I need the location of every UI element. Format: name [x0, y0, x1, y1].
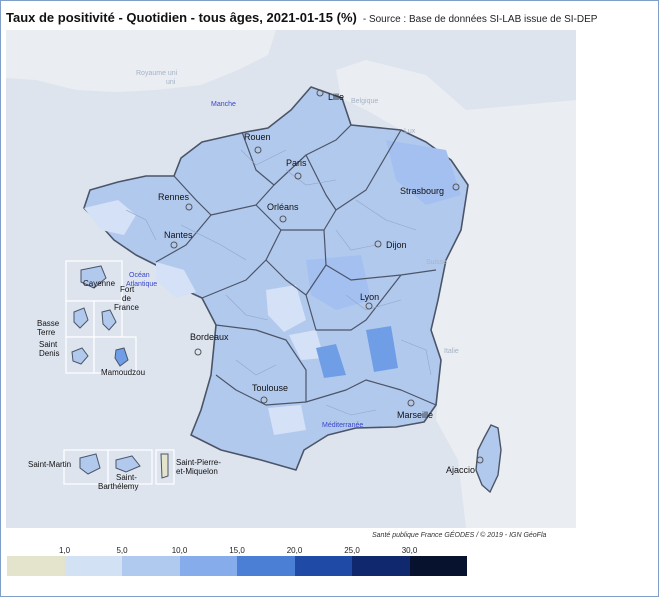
label-fdf-2: de: [122, 294, 131, 303]
marker-paris[interactable]: [294, 172, 302, 180]
legend-swatch: [237, 556, 295, 576]
label-dijon: Dijon: [386, 240, 407, 250]
label-fdf-3: France: [114, 303, 139, 312]
shape-spm[interactable]: [160, 453, 169, 479]
legend-swatch: [409, 556, 467, 576]
label-strasbourg: Strasbourg: [400, 186, 444, 196]
legend-threshold-label: 5,0: [116, 546, 128, 555]
marker-lyon[interactable]: [365, 302, 373, 310]
map-header: Taux de positivité - Quotidien - tous âg…: [6, 9, 597, 27]
legend-bar: [7, 556, 467, 576]
label-toulouse: Toulouse: [252, 383, 288, 393]
label-nantes: Nantes: [164, 230, 193, 240]
shape-mayotte[interactable]: [114, 347, 129, 367]
dept-nievre[interactable]: [306, 255, 371, 310]
legend-labels: 1,0 5,0 10,0 15,0 20,0 25,0 30,0: [0, 546, 661, 558]
label-suisse: Suisse: [426, 259, 447, 266]
label-italie: Italie: [444, 348, 459, 355]
dept-vendee[interactable]: [156, 262, 196, 298]
label-rennes: Rennes: [158, 192, 190, 202]
label-paris: Paris: [286, 158, 307, 168]
label-sd-1: Saint: [39, 340, 58, 349]
label-marseille: Marseille: [397, 410, 433, 420]
marker-ajaccio[interactable]: [476, 456, 484, 464]
marker-marseille[interactable]: [407, 399, 415, 407]
dept-aude[interactable]: [268, 405, 306, 435]
legend-swatch: [294, 556, 352, 576]
legend-threshold-label: 1,0: [58, 546, 71, 555]
dept-finistere[interactable]: [84, 200, 136, 235]
label-mamoudzou: Mamoudzou: [101, 368, 145, 377]
dept-creuse[interactable]: [266, 285, 306, 332]
label-fdf-1: Fort: [120, 285, 135, 294]
marker-toulouse[interactable]: [260, 396, 268, 404]
label-manche: Manche: [211, 101, 236, 108]
map-title: Taux de positivité - Quotidien - tous âg…: [6, 10, 357, 25]
label-ocean-2: Atlantique: [126, 281, 157, 288]
label-lyon: Lyon: [360, 292, 379, 302]
marker-orleans[interactable]: [279, 215, 287, 223]
label-spm-1: Saint-Pierre-: [176, 458, 221, 467]
label-rouen: Rouen: [244, 132, 271, 142]
label-bt-1: Basse: [37, 319, 60, 328]
shape-guadeloupe[interactable]: [73, 307, 89, 329]
inset-mayotte[interactable]: [93, 336, 137, 374]
legend-threshold-label: 15,0: [229, 546, 245, 555]
legend-swatch: [352, 556, 410, 576]
label-spm-2: et-Miquelon: [176, 467, 218, 476]
marker-nantes[interactable]: [170, 241, 178, 249]
map-container[interactable]: Royaume uni uni Belgique Lux Suisse Ital…: [6, 30, 576, 528]
shape-reunion[interactable]: [71, 347, 89, 365]
shape-guyane[interactable]: [80, 265, 107, 289]
legend-threshold-label: 20,0: [286, 546, 303, 555]
legend-swatch: [122, 556, 180, 576]
marker-bordeaux[interactable]: [194, 348, 202, 356]
marker-strasbourg[interactable]: [452, 183, 460, 191]
corsica[interactable]: [475, 424, 502, 494]
dept-puy-de-dome[interactable]: [289, 330, 324, 360]
label-bt-2: Terre: [37, 328, 56, 337]
city-markers: [170, 89, 484, 464]
europe-land: [336, 60, 576, 528]
label-sb-1: Saint-: [116, 473, 137, 482]
label-ajaccio: Ajaccio: [446, 465, 475, 475]
label-sd-2: Denis: [39, 349, 59, 358]
label-mediterranee: Méditerranée: [322, 422, 363, 429]
dept-lozere[interactable]: [316, 344, 346, 378]
department-borders: [125, 149, 432, 416]
label-lux: Lux: [404, 128, 416, 135]
overseas-shapes: [71, 265, 169, 479]
map-credit: Santé publique France GÉODES / © 2019 - …: [372, 532, 547, 539]
legend-threshold-label: 10,0: [171, 546, 188, 555]
shape-saint-martin[interactable]: [79, 453, 101, 475]
label-uk-1: Royaume uni: [136, 70, 178, 77]
label-ocean-1: Océan: [129, 272, 150, 279]
label-orleans: Orléans: [267, 202, 299, 212]
label-sb-2: Barthélemy: [98, 482, 138, 491]
legend-swatch: [179, 556, 237, 576]
map-source: - Source : Base de données SI-LAB issue …: [362, 14, 598, 25]
dept-drome[interactable]: [366, 326, 398, 372]
label-bordeaux: Bordeaux: [190, 332, 229, 342]
legend-swatch: [7, 556, 65, 576]
legend-threshold-label: 30,0: [401, 546, 418, 555]
legend-threshold-label: 25,0: [344, 546, 360, 555]
marker-rouen[interactable]: [254, 146, 262, 154]
region-borders: [155, 124, 437, 406]
dept-lorraine[interactable]: [386, 140, 461, 205]
label-cayenne: Cayenne: [83, 279, 116, 288]
legend-swatch: [64, 556, 122, 576]
uk-land: [6, 30, 276, 92]
label-lille: Lille: [328, 92, 344, 102]
marker-rennes[interactable]: [185, 203, 193, 211]
label-uk-2: uni: [166, 79, 176, 86]
label-belgique: Belgique: [351, 98, 378, 105]
france-map[interactable]: Royaume uni uni Belgique Lux Suisse Ital…: [6, 30, 576, 528]
marker-lille[interactable]: [316, 89, 324, 97]
marker-dijon[interactable]: [374, 240, 382, 248]
shape-martinique[interactable]: [101, 309, 117, 331]
shape-saint-barthelemy[interactable]: [115, 455, 141, 473]
label-saint-martin: Saint-Martin: [28, 460, 71, 469]
